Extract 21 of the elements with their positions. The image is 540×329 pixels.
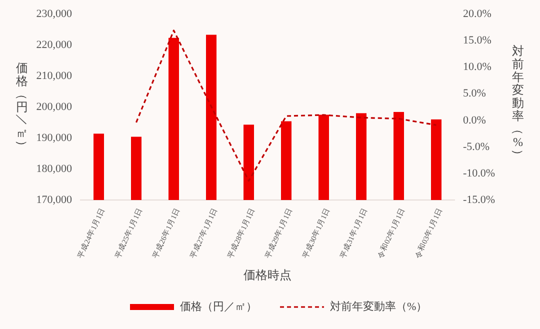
y2-tick-label: 15.0% — [463, 34, 492, 47]
y-tick-label: 170,000 — [36, 194, 72, 206]
legend-label: 価格（円／㎡） — [180, 301, 257, 313]
y2-tick-label: -10.0% — [463, 167, 496, 180]
y-tick-label: 180,000 — [36, 163, 72, 175]
y2-tick-label: 0.0% — [463, 114, 486, 126]
y2-tick-label: -5.0% — [463, 140, 490, 153]
line-series — [135, 30, 438, 182]
y2-tick-label: 5.0% — [463, 88, 486, 100]
y-tick-label: 210,000 — [36, 70, 72, 82]
y2-tick-label: -15.0% — [463, 194, 496, 206]
text: 対前年変動率（%） — [511, 44, 525, 161]
y2-tick-label: 20.0% — [463, 8, 492, 20]
y-tick-label: 220,000 — [36, 39, 72, 51]
y-tick-label: 190,000 — [36, 132, 72, 144]
x-axis-title: 価格時点 — [244, 268, 292, 282]
y-tick-label: 230,000 — [36, 8, 72, 20]
y-tick-label: 200,000 — [36, 101, 72, 113]
y2-tick-label: 10.0% — [463, 61, 492, 74]
legend-label: 対前年変動率（%） — [330, 300, 428, 313]
y-axis-title: 価格（円／㎡） — [15, 61, 29, 152]
